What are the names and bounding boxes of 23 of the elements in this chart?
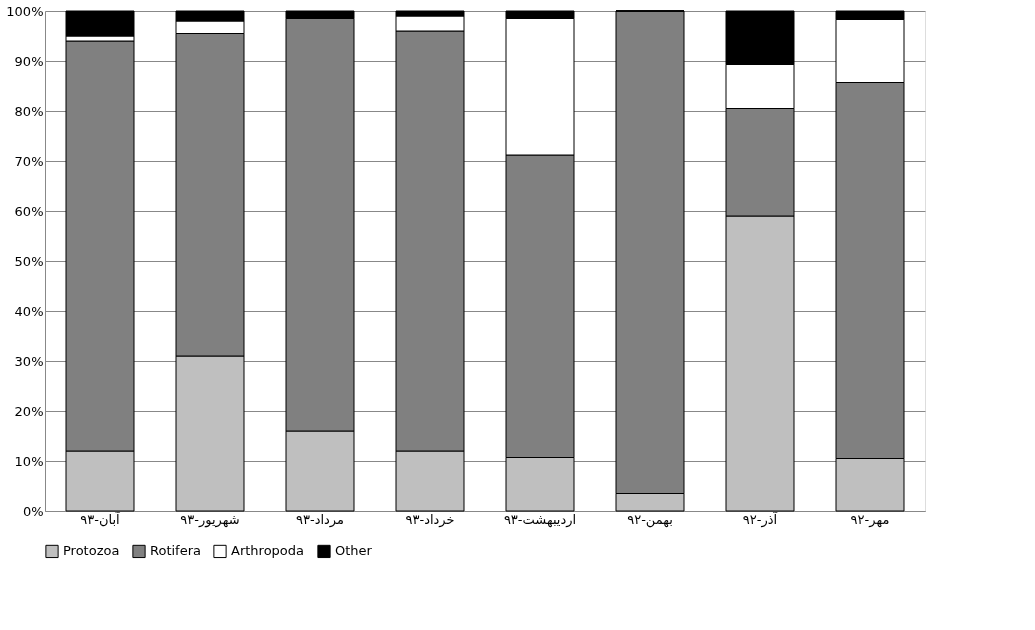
x-tick-label: شهریور-۹۳	[180, 511, 240, 528]
y-tick-label: 50%	[14, 253, 44, 269]
legend-label: Arthropoda	[231, 543, 305, 559]
y-tick-label: 80%	[14, 103, 44, 119]
x-tick-label: اردیبهشت-۹۳	[503, 511, 577, 528]
y-tick-label: 70%	[14, 153, 44, 169]
y-tick-label: 60%	[14, 203, 44, 219]
y-tick-label: 10%	[14, 453, 44, 469]
x-tick-label: مهر-۹۲	[850, 511, 890, 528]
y-tick-label: 90%	[14, 53, 44, 69]
y-tick-label: 30%	[14, 353, 44, 369]
x-tick-label: بهمن-۹۲	[627, 511, 673, 528]
y-tick-label: 40%	[14, 303, 44, 319]
y-tick-label: 20%	[14, 403, 44, 419]
x-tick-label: آبان-۹۳	[80, 510, 122, 527]
legend-label: Other	[335, 543, 373, 559]
y-tick-label: 100%	[6, 3, 44, 19]
x-tick-label: آذر-۹۲	[742, 510, 779, 528]
x-tick-label: خرداد-۹۳	[405, 511, 455, 528]
y-tick-label: 0%	[22, 503, 44, 519]
legend-label: Protozoa	[63, 543, 120, 559]
x-tick-label: مرداد-۹۳	[296, 511, 344, 528]
legend-label: Rotifera	[150, 543, 201, 559]
